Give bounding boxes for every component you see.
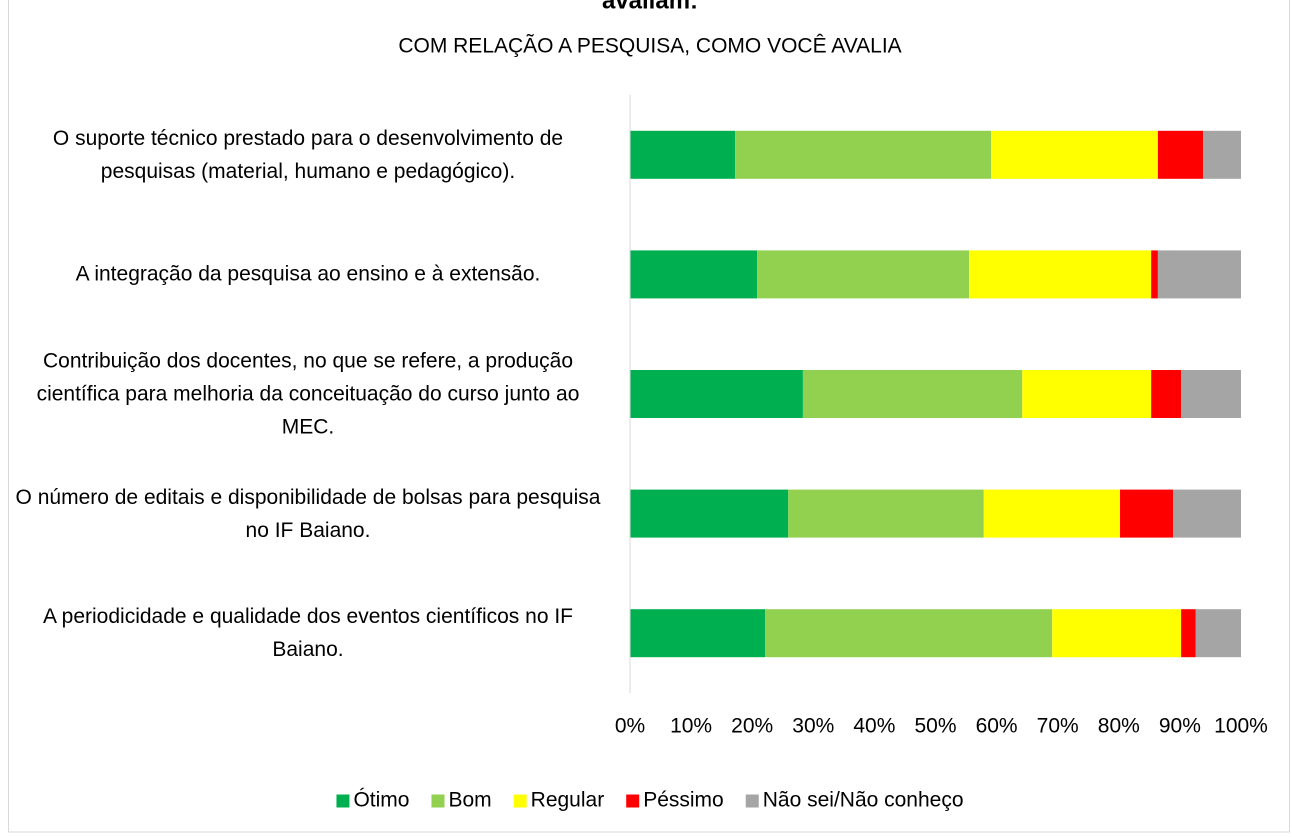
y-tick-label: O suporte técnico prestado para o desenv…	[52, 126, 564, 183]
bar-segment	[1151, 370, 1182, 418]
x-tick-label: 100%	[1214, 715, 1268, 738]
bar-segment	[1120, 489, 1174, 538]
bar-segment	[1203, 130, 1241, 179]
legend-label: Péssimo	[643, 789, 724, 812]
legend-label: Não sei/Não conheço	[763, 789, 964, 812]
legend-label: Regular	[531, 789, 605, 812]
bar-segment	[630, 609, 766, 658]
bar-segment	[1181, 609, 1196, 658]
bar-segment	[630, 489, 789, 538]
chart-subtitle: COM RELAÇÃO A PESQUISA, COMO VOCÊ AVALIA	[398, 34, 901, 58]
chart-title: avaliam:	[602, 0, 698, 14]
bar-segment	[757, 250, 970, 299]
bar-segment	[969, 250, 1152, 299]
bar-segment	[1052, 609, 1182, 658]
x-tick-label: 20%	[731, 715, 773, 738]
bar-segment	[983, 489, 1121, 538]
legend-label: Ótimo	[353, 789, 409, 812]
x-tick-label: 30%	[792, 715, 834, 738]
bar-segment	[630, 250, 758, 299]
legend-swatch	[745, 794, 759, 808]
legend-swatch	[431, 794, 445, 808]
bar-segment	[630, 130, 736, 179]
x-tick-label: 70%	[1037, 715, 1079, 738]
x-tick-label: 50%	[914, 715, 956, 738]
bar-segment	[1157, 130, 1204, 179]
bar-segment	[1022, 370, 1152, 418]
x-tick-label: 80%	[1098, 715, 1140, 738]
bar-segment	[1195, 609, 1241, 658]
bar-segment	[802, 370, 1023, 418]
bar-segment	[735, 130, 992, 179]
legend-swatch	[626, 794, 640, 808]
x-tick-label: 10%	[670, 715, 712, 738]
y-tick-label: Contribuição dos docentes, no que se ref…	[36, 349, 580, 439]
legend-label: Bom	[448, 789, 491, 812]
bar-segment	[1151, 250, 1158, 299]
y-tick-label: A periodicidade e qualidade dos eventos …	[42, 605, 573, 662]
x-tick-label: 0%	[615, 715, 645, 738]
bar-segment	[991, 130, 1158, 179]
legend-swatch	[336, 794, 350, 808]
legend-swatch	[513, 794, 527, 808]
y-tick-label: A integração da pesquisa ao ensino e à e…	[75, 262, 541, 286]
bar-segment	[788, 489, 984, 538]
x-tick-label: 40%	[853, 715, 895, 738]
bar-segment	[1173, 489, 1241, 538]
bar-segment	[630, 370, 803, 418]
y-tick-label: O número de editais e disponibilidade de…	[15, 485, 601, 542]
bar-segment	[765, 609, 1053, 658]
bar-segment	[1181, 370, 1241, 418]
bar-segment	[1157, 250, 1241, 299]
x-tick-label: 90%	[1159, 715, 1201, 738]
x-tick-label: 60%	[976, 715, 1018, 738]
